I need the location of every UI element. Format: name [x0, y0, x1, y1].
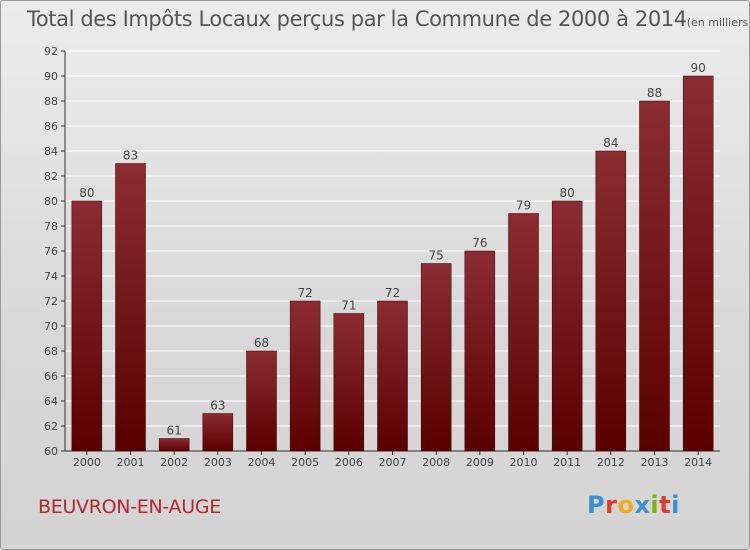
chart-title: Total des Impôts Locaux perçus par la Co…: [27, 7, 749, 31]
logo-letter: r: [605, 491, 618, 519]
x-tick-label: 2013: [641, 456, 669, 469]
y-tick-label: 64: [44, 395, 58, 408]
bar-value-label: 76: [472, 236, 487, 250]
y-tick-label: 88: [44, 95, 58, 108]
y-tick-label: 84: [44, 145, 58, 158]
bar: [508, 213, 539, 452]
y-tick-label: 74: [44, 270, 58, 283]
chart-title-text: Total des Impôts Locaux perçus par la Co…: [27, 7, 687, 31]
bar: [551, 200, 583, 452]
bar: [115, 163, 146, 452]
x-tick-label: 2006: [335, 456, 363, 469]
y-tick-label: 70: [44, 320, 58, 333]
y-tick-label: 78: [44, 220, 58, 233]
y-tick-label: 66: [44, 370, 58, 383]
bar-value-label: 68: [254, 336, 269, 350]
chart-unit: (en milliers d'€): [686, 16, 749, 29]
bar-value-label: 80: [79, 186, 94, 200]
y-tick-label: 76: [44, 245, 58, 258]
proxiti-logo: Proxiti: [587, 491, 680, 519]
bar-value-label: 72: [298, 286, 313, 300]
bar: [639, 100, 670, 452]
logo-letter: o: [617, 491, 635, 519]
bar: [158, 438, 190, 452]
x-tick-label: 2011: [553, 456, 581, 469]
y-tick-label: 82: [44, 170, 58, 183]
x-tick-label: 2009: [466, 456, 494, 469]
y-tick-label: 92: [44, 45, 58, 58]
bar-value-label: 80: [560, 186, 575, 200]
bar: [289, 300, 321, 452]
bar-value-label: 63: [210, 399, 225, 413]
bar: [377, 300, 408, 452]
bar-value-label: 83: [123, 149, 138, 163]
logo-letter: t: [659, 491, 672, 519]
logo-letter: P: [587, 491, 606, 519]
bar-value-label: 72: [385, 286, 400, 300]
logo-letter: i: [650, 491, 660, 519]
bar-value-label: 84: [603, 136, 618, 150]
logo-letter: i: [671, 491, 680, 519]
x-tick-label: 2010: [510, 456, 538, 469]
x-tick-label: 2014: [684, 456, 712, 469]
commune-name: BEUVRON-EN-AUGE: [38, 496, 221, 518]
y-tick-label: 68: [44, 345, 58, 358]
x-tick-label: 2002: [160, 456, 188, 469]
y-tick-label: 90: [44, 70, 58, 83]
bar: [333, 313, 365, 452]
bar: [420, 263, 452, 452]
x-tick-label: 2003: [204, 456, 232, 469]
x-tick-label: 2008: [422, 456, 450, 469]
bar-value-label: 75: [429, 249, 444, 263]
y-tick-label: 72: [44, 295, 58, 308]
bar: [202, 413, 234, 452]
x-tick-label: 2004: [248, 456, 276, 469]
bar-value-label: 90: [691, 61, 706, 75]
bar-value-label: 71: [341, 299, 356, 313]
y-tick-label: 80: [44, 195, 58, 208]
bar: [595, 150, 627, 452]
bar: [682, 75, 714, 452]
y-tick-label: 62: [44, 420, 58, 433]
x-tick-label: 2012: [597, 456, 625, 469]
bar-value-label: 88: [647, 86, 662, 100]
bar: [71, 200, 103, 452]
bar-value-label: 61: [167, 424, 182, 438]
bar-value-label: 79: [516, 199, 531, 213]
x-tick-label: 2001: [117, 456, 145, 469]
y-tick-label: 86: [44, 120, 58, 133]
bar: [464, 250, 496, 452]
y-tick-label: 60: [44, 445, 58, 458]
x-tick-label: 2007: [379, 456, 407, 469]
x-tick-label: 2000: [73, 456, 101, 469]
logo-letter: x: [634, 491, 651, 519]
bar: [246, 350, 277, 452]
x-tick-label: 2005: [291, 456, 319, 469]
